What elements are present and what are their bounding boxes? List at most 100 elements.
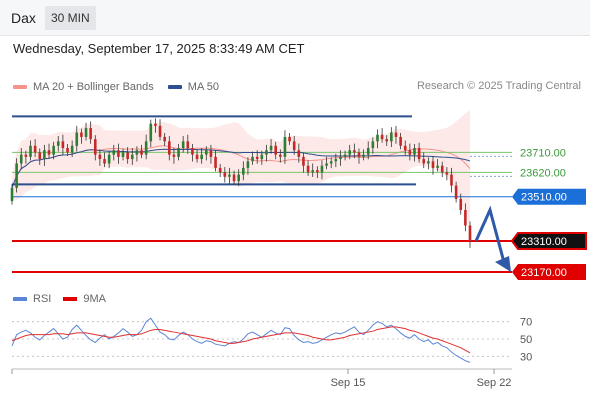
bollinger-swatch-icon [13, 85, 27, 89]
candle-body [191, 148, 194, 155]
legend-bollinger-label: MA 20 + Bollinger Bands [33, 81, 154, 93]
candle-body [357, 152, 361, 157]
candle-body [15, 163, 18, 188]
candle-body [126, 152, 129, 160]
candle-body [431, 161, 435, 168]
candle-body [325, 163, 328, 166]
candle-body [283, 136, 287, 157]
ma9-swatch-icon [63, 297, 78, 301]
candle-body [149, 123, 153, 142]
candle-body [121, 152, 125, 157]
candle-body [311, 170, 315, 173]
candle-body [93, 139, 97, 155]
rsi-tick-70: 70 [520, 317, 532, 329]
symbol-title: Dax [11, 10, 36, 26]
candle-body [107, 154, 111, 164]
rsi-tick-50: 50 [520, 334, 532, 346]
candle-body [70, 145, 74, 153]
candle-body [47, 150, 51, 155]
candle-body [413, 148, 416, 155]
candle-body [468, 225, 472, 241]
legend-9ma: 9MA [63, 293, 106, 305]
candle-body [24, 154, 28, 157]
candle-body [52, 145, 55, 155]
candle-body [56, 141, 60, 146]
candle-body [84, 128, 88, 137]
candle-body [306, 165, 310, 173]
level-tags: 23710.00 23620.00 23510.00 23310.00 23170.00 [510, 147, 587, 280]
price-legend: MA 20 + Bollinger Bands MA 50 [13, 80, 233, 94]
candle-body [228, 174, 231, 177]
candle-body [200, 154, 203, 160]
candle-body [454, 185, 458, 199]
rsi-tick-30: 30 [520, 351, 532, 363]
candle-body [130, 154, 134, 160]
candle-body [195, 154, 199, 160]
candle-body [329, 161, 333, 164]
time-tick-label-1: Sep 22 [477, 377, 512, 389]
ma50-swatch-icon [167, 85, 182, 89]
candle-body [19, 154, 23, 164]
legend-9ma-label: 9MA [83, 293, 106, 305]
candle-body [10, 187, 14, 202]
legend-rsi: RSI [13, 293, 51, 305]
candle-body [181, 141, 185, 148]
candle-body [33, 145, 37, 153]
candle-body [223, 172, 227, 177]
candle-body [362, 154, 365, 157]
candle-body [366, 148, 370, 155]
ma50-line [11, 148, 471, 189]
candle-body [209, 150, 213, 157]
candle-body [265, 150, 268, 155]
candle-body [255, 156, 259, 160]
legend-rsi-label: RSI [33, 293, 52, 305]
candle-body [163, 136, 166, 142]
candle-body [292, 141, 296, 151]
candle-body [269, 145, 273, 151]
candle-body [218, 167, 222, 173]
level-label-0: 23710.00 [520, 147, 566, 159]
candle-body [316, 170, 319, 173]
level-tag-3 [510, 232, 587, 250]
candle-body [436, 165, 439, 168]
candle-body [117, 150, 120, 157]
candle-body [177, 148, 180, 157]
top-bar: Dax 30 MIN [0, 0, 590, 36]
candles [10, 118, 472, 248]
candle-body [385, 139, 389, 142]
level-label-1: 23620.00 [520, 167, 566, 179]
candle-body [445, 172, 449, 175]
candle-body [440, 165, 444, 173]
time-axis: Sep 15 Sep 22 [11, 368, 512, 389]
candle-body [279, 154, 282, 157]
level-label-3: 23310.00 [521, 236, 567, 248]
candle-body [251, 156, 254, 162]
candle-body [450, 174, 453, 186]
legend-bollinger: MA 20 + Bollinger Bands [13, 81, 154, 93]
interval-button[interactable]: 30 MIN [45, 6, 96, 30]
candle-body [288, 136, 291, 142]
candle-body [399, 136, 402, 146]
rsi-swatch-icon [13, 297, 27, 301]
candle-body [158, 125, 162, 137]
candle-body [89, 128, 92, 140]
candle-body [334, 159, 338, 162]
candle-body [348, 150, 352, 155]
legend-ma50-label: MA 50 [187, 81, 219, 93]
candle-body [38, 152, 42, 160]
candle-body [464, 210, 467, 226]
candle-body [144, 141, 148, 155]
candle-body [186, 141, 190, 148]
candle-body [408, 150, 412, 155]
candle-body [103, 159, 106, 164]
candle-body [320, 165, 324, 173]
candle-body [80, 132, 83, 137]
candle-body [154, 123, 157, 126]
time-tick-label-0: Sep 15 [331, 377, 366, 389]
candle-body [343, 154, 347, 157]
candle-body [371, 141, 375, 148]
candle-body [353, 150, 356, 153]
candle-body [274, 145, 277, 155]
candle-body [214, 156, 217, 168]
